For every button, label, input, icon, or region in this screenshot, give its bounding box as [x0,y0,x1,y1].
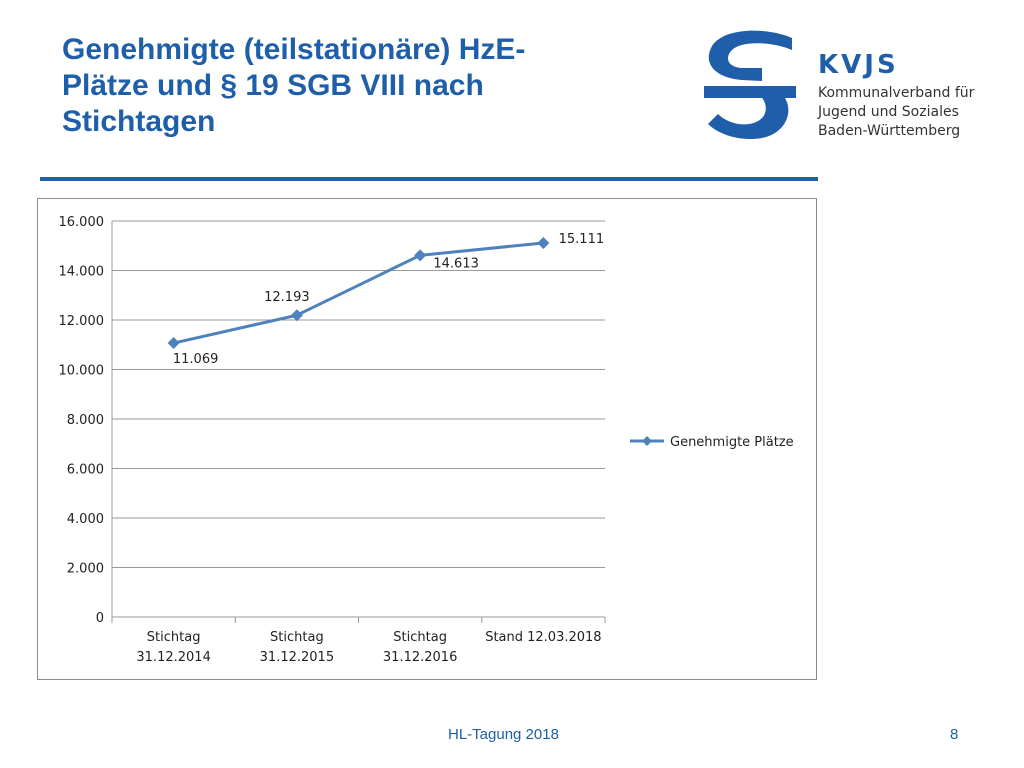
x-tick-label: Stichtag 31.12.2014 [136,630,210,665]
series-line [173,241,544,345]
y-tick-label: 14.000 [59,265,105,280]
legend-marker [642,436,652,446]
y-tick-label: 0 [96,611,104,626]
axis-layer: 0 2.000 4.000 6.000 8.000 10.000 12.000 14.000 1… [59,215,606,665]
x-tick-label: Stand 12.03.2018 [485,630,601,645]
logo-name: KVJS [818,50,899,80]
label-layer: 11.069 12.193 14.613 15.111 [173,232,604,367]
data-label: 12.193 [264,290,310,305]
legend-label: Genehmigte Plätze [670,435,794,450]
series-layer [167,237,550,350]
grid-layer [112,220,605,618]
slide-title-line-1: Genehmigte (teilstationäre) HzE- [62,33,526,66]
kvjs-logo-mark-icon [704,30,796,140]
data-point [167,337,180,350]
footer-text: HL-Tagung 2018 [448,726,559,743]
slide-title: Genehmigte (teilstationäre) HzE- Plätze … [62,32,622,140]
y-tick-label: 6.000 [67,463,104,478]
data-label: 14.613 [433,256,479,271]
slide-title-line-2: Plätze und § 19 SGB VIII nach [62,69,484,102]
y-tick-label: 4.000 [67,512,104,527]
chart-svg: 0 2.000 4.000 6.000 8.000 10.000 12.000 14.000 1… [59,215,794,665]
y-tick-label: 12.000 [59,314,105,329]
kvjs-logo: KVJS Kommunalverband für Jugend und Sozi… [700,28,1000,148]
line-chart: 0 2.000 4.000 6.000 8.000 10.000 12.000 14.000 1… [37,198,817,680]
y-tick-label: 2.000 [67,562,104,577]
logo-subtitle-line-3: Baden-Württemberg [818,123,961,139]
data-label: 11.069 [173,352,219,367]
title-divider [40,177,818,181]
data-point [290,309,303,322]
data-point [537,237,550,250]
y-tick-label: 8.000 [67,413,104,428]
logo-subtitle: Kommunalverband für Jugend und Soziales … [818,84,998,141]
slide-title-line-3: Stichtagen [62,105,216,138]
page-number: 8 [950,726,959,743]
data-point [414,249,427,262]
legend-layer: Genehmigte Plätze [630,435,794,450]
x-tick-label: Stichtag 31.12.2016 [383,630,457,665]
data-label: 15.111 [559,232,605,247]
x-tick-label: Stichtag 31.12.2015 [260,630,334,665]
logo-subtitle-line-1: Kommunalverband für [818,85,975,101]
logo-subtitle-line-2: Jugend und Soziales [818,104,959,120]
y-tick-label: 10.000 [59,364,105,379]
y-tick-label: 16.000 [59,215,105,230]
